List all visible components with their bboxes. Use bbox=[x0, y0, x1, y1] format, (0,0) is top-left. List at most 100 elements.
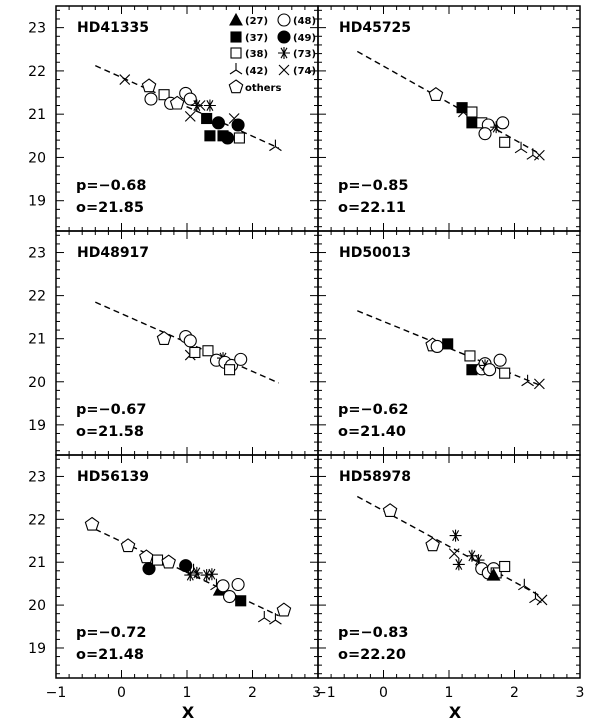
x-tick-label: 3 bbox=[576, 685, 585, 701]
data-point bbox=[534, 378, 545, 390]
data-point bbox=[536, 594, 548, 606]
data-point bbox=[184, 569, 197, 582]
intercept-label: o=21.58 bbox=[76, 424, 144, 440]
data-point bbox=[203, 99, 216, 112]
data-point bbox=[228, 113, 240, 124]
data-point bbox=[465, 549, 478, 562]
legend-label: (38) bbox=[245, 49, 268, 60]
legend-label: (42) bbox=[245, 66, 268, 77]
x-tick-label: 0 bbox=[117, 685, 126, 701]
data-point bbox=[142, 562, 156, 576]
y-tick-label: 20 bbox=[28, 375, 46, 391]
panel-ticks bbox=[55, 455, 319, 678]
slope-label: p=−0.72 bbox=[76, 625, 146, 641]
y-tick-label: 22 bbox=[28, 289, 46, 305]
legend-label: (74) bbox=[293, 66, 316, 77]
y-tick-label: 23 bbox=[28, 469, 46, 485]
x-tick-label: 1 bbox=[445, 685, 454, 701]
data-point bbox=[201, 112, 213, 125]
fit-line bbox=[95, 64, 279, 149]
data-point bbox=[183, 92, 197, 106]
panel-hd45725: HD45725 p=−0.85 o=22.11 bbox=[317, 5, 581, 232]
legend-symbol bbox=[230, 31, 242, 43]
x-axis-label-right: X bbox=[449, 703, 462, 722]
legend-symbol bbox=[277, 30, 291, 44]
x-tick-label: 0 bbox=[379, 685, 388, 701]
legend-label: (73) bbox=[293, 49, 316, 60]
y-tick-label: 22 bbox=[28, 512, 46, 528]
data-point bbox=[216, 579, 230, 593]
data-point bbox=[514, 141, 528, 154]
star-name: HD45725 bbox=[339, 20, 411, 36]
data-point bbox=[526, 148, 540, 160]
y-axis-label: Y bbox=[0, 363, 1, 376]
data-point bbox=[184, 110, 196, 122]
legend-symbol bbox=[229, 63, 243, 75]
legend-symbol bbox=[229, 12, 243, 26]
data-point bbox=[269, 613, 282, 625]
data-point bbox=[84, 516, 100, 531]
data-point bbox=[223, 589, 237, 604]
x-tick-label: 2 bbox=[510, 685, 519, 701]
x-tick-label: 1 bbox=[183, 685, 192, 701]
y-tick-label: 19 bbox=[28, 418, 46, 434]
data-points bbox=[84, 516, 292, 625]
data-point bbox=[231, 577, 245, 592]
data-point bbox=[183, 334, 197, 348]
data-point bbox=[257, 610, 271, 623]
star-name: HD56139 bbox=[77, 469, 149, 485]
star-name: HD48917 bbox=[77, 245, 149, 261]
slope-label: p=−0.67 bbox=[76, 402, 146, 418]
data-point bbox=[200, 569, 213, 582]
data-point bbox=[276, 602, 292, 617]
star-name: HD58978 bbox=[339, 469, 411, 485]
y-tick-label: 23 bbox=[28, 21, 46, 37]
panel-hd48917: 19 20 21 22 23 HD48917 p=−0.67 o=21.58 bbox=[28, 230, 319, 456]
data-point bbox=[449, 529, 462, 542]
intercept-label: o=21.48 bbox=[76, 647, 144, 663]
y-tick-label: 22 bbox=[28, 64, 46, 80]
data-point bbox=[211, 116, 225, 130]
data-point bbox=[430, 339, 444, 353]
data-point bbox=[202, 345, 214, 357]
intercept-label: o=22.11 bbox=[338, 200, 406, 216]
panel-ticks bbox=[317, 6, 581, 231]
data-point bbox=[141, 78, 157, 93]
data-point bbox=[499, 560, 511, 573]
data-point bbox=[224, 364, 236, 376]
legend-symbol bbox=[230, 47, 242, 59]
panel-hd58978: −1 0 1 2 3 HD58978 p=−0.83 o=22.20 bbox=[315, 454, 585, 701]
data-point bbox=[169, 95, 185, 110]
data-point bbox=[452, 558, 465, 571]
data-point bbox=[119, 74, 131, 85]
legend-symbol bbox=[278, 47, 290, 59]
y-tick-label: 19 bbox=[28, 641, 46, 657]
data-point bbox=[156, 331, 172, 345]
data-point bbox=[221, 131, 235, 145]
intercept-label: o=22.20 bbox=[338, 647, 406, 663]
data-point bbox=[466, 117, 478, 129]
data-point bbox=[161, 554, 176, 569]
data-point bbox=[194, 100, 206, 111]
panel-frame bbox=[317, 5, 581, 232]
panel-ticks bbox=[317, 455, 581, 678]
data-point bbox=[425, 537, 440, 552]
legend-label: others bbox=[245, 83, 281, 94]
legend-label: (37) bbox=[245, 33, 268, 44]
y-tick-label: 21 bbox=[28, 332, 46, 348]
panel-hd50013: HD50013 p=−0.62 o=21.40 bbox=[317, 230, 581, 456]
data-point bbox=[496, 116, 510, 130]
data-point bbox=[189, 346, 201, 359]
intercept-label: o=21.85 bbox=[76, 200, 144, 216]
data-point bbox=[534, 149, 545, 161]
data-point bbox=[486, 567, 501, 581]
y-tick-label: 21 bbox=[28, 107, 46, 123]
data-point bbox=[151, 554, 164, 566]
data-point bbox=[448, 548, 460, 560]
data-points bbox=[119, 74, 282, 152]
legend-label: (27) bbox=[245, 16, 268, 27]
data-point bbox=[120, 538, 136, 553]
slope-label: p=−0.68 bbox=[76, 178, 146, 194]
data-point bbox=[428, 87, 444, 101]
